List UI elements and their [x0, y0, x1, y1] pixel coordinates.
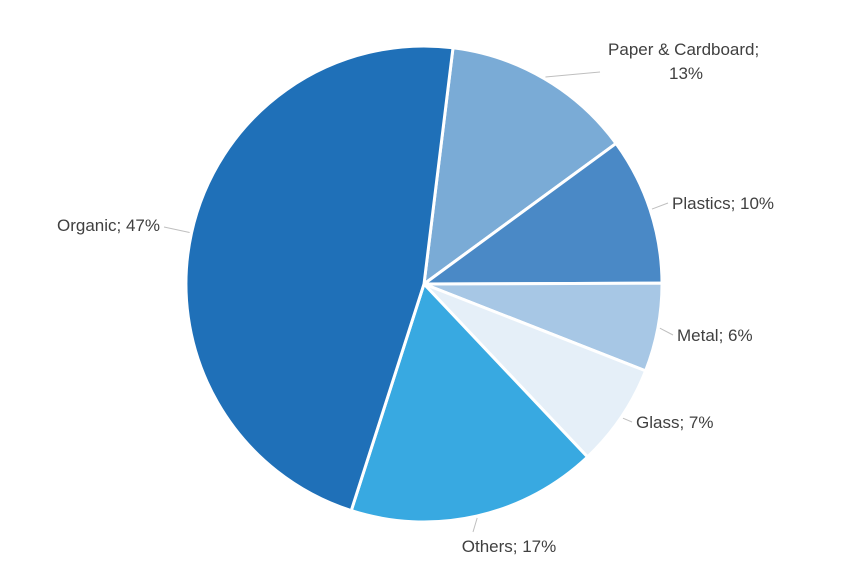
pie-slice-organic: [184, 44, 455, 513]
label-organic: Organic; 47%: [57, 216, 160, 235]
label-paper-cardboard: Paper & Cardboard; 13%: [608, 40, 764, 83]
label-others: Others; 17%: [462, 537, 557, 556]
pie-slice-others: [349, 282, 590, 524]
label-paper-cardboard-value: 13%: [669, 64, 703, 83]
leader-line-metal: [659, 327, 674, 336]
label-paper-cardboard-name: Paper & Cardboard;: [608, 40, 759, 59]
leader-line-paper-cardboard: [545, 71, 601, 78]
label-plastics: Plastics; 10%: [672, 194, 774, 213]
leader-line-plastics: [651, 202, 669, 210]
leader-line-others: [472, 517, 478, 533]
leader-lines: [163, 71, 674, 533]
pie-slice-plastics: [422, 141, 664, 286]
leader-line-organic: [163, 226, 190, 233]
pie-slice-glass: [422, 282, 648, 459]
leader-line-glass: [622, 417, 633, 423]
pie-slices: [184, 44, 664, 524]
label-metal: Metal; 6%: [677, 326, 753, 345]
label-glass: Glass; 7%: [636, 413, 713, 432]
pie-slice-paper-cardboard: [422, 46, 618, 286]
